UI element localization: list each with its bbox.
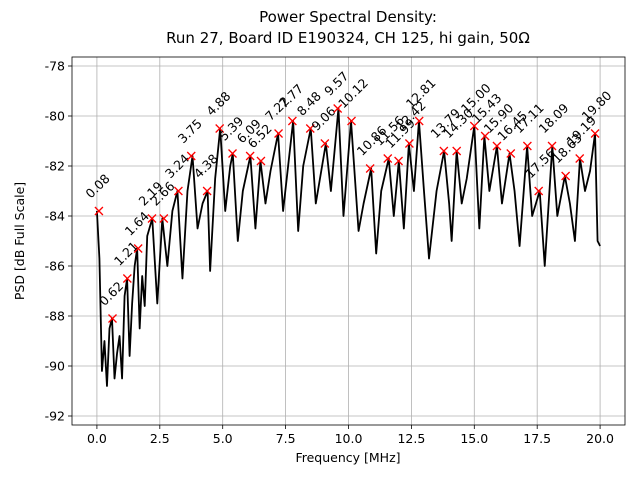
peak-marker xyxy=(404,139,414,148)
peak-marker xyxy=(347,116,356,126)
peak-marker xyxy=(333,104,343,113)
y-tick-label: -82 xyxy=(45,159,65,174)
peak-marker xyxy=(108,314,117,323)
peak-marker xyxy=(186,151,196,161)
x-tick-label: 12.5 xyxy=(397,431,425,446)
peak-marker xyxy=(414,116,424,126)
peak-marker xyxy=(147,214,157,223)
peak-label: 3.75 xyxy=(175,116,205,146)
chart-subtitle: Run 27, Board ID E190324, CH 125, hi gai… xyxy=(166,29,530,47)
peak-marker xyxy=(365,164,375,173)
peak-marker xyxy=(590,129,600,138)
x-tick-label: 0.0 xyxy=(87,431,107,446)
y-tick-label: -84 xyxy=(45,209,65,224)
peak-marker xyxy=(287,116,297,126)
peak-marker xyxy=(439,146,449,156)
peak-marker xyxy=(394,156,404,166)
y-tick-label: -88 xyxy=(45,309,65,324)
peak-marker xyxy=(133,244,143,253)
x-tick-label: 15.0 xyxy=(460,431,488,446)
y-tick-label: -80 xyxy=(45,109,65,124)
peak-marker xyxy=(256,156,266,166)
x-axis-label: Frequency [MHz] xyxy=(295,450,400,465)
y-tick-label: -86 xyxy=(45,259,65,274)
peak-marker xyxy=(94,206,104,216)
chart-title: Power Spectral Density: xyxy=(259,8,437,26)
peak-marker xyxy=(561,171,571,181)
peak-marker xyxy=(173,186,183,196)
x-tick-label: 17.5 xyxy=(523,431,551,446)
peak-marker xyxy=(245,151,255,161)
peak-marker xyxy=(506,149,516,158)
y-tick-label: -90 xyxy=(45,359,65,374)
peak-marker xyxy=(215,124,225,133)
peak-marker xyxy=(452,146,462,156)
peak-marker xyxy=(547,141,557,151)
plot-frame xyxy=(71,56,626,426)
peak-marker xyxy=(228,149,237,158)
peak-marker xyxy=(522,141,532,151)
peak-marker xyxy=(383,154,393,163)
x-tick-label: 10.0 xyxy=(335,431,363,446)
peak-label: 0.08 xyxy=(82,171,112,201)
peak-marker xyxy=(492,141,502,151)
psd-line xyxy=(96,107,601,387)
x-tick-label: 5.0 xyxy=(213,431,233,446)
peak-marker xyxy=(274,129,284,138)
peak-marker xyxy=(480,131,490,141)
peak-marker xyxy=(320,139,330,148)
peak-marker xyxy=(305,124,315,133)
peak-label: 4.88 xyxy=(203,88,233,118)
y-tick-label: -78 xyxy=(45,59,65,74)
peak-label: 1.21 xyxy=(111,238,141,268)
peak-marker xyxy=(469,121,479,131)
x-tick-label: 2.5 xyxy=(150,431,170,446)
peak-marker xyxy=(575,154,585,163)
y-tick-label: -92 xyxy=(45,409,65,424)
x-tick-label: 7.5 xyxy=(276,431,296,446)
x-tick-label: 20.0 xyxy=(586,431,614,446)
peak-label: 19.80 xyxy=(579,88,615,124)
peak-marker xyxy=(534,186,544,196)
peak-marker xyxy=(122,274,132,283)
peak-marker xyxy=(159,214,169,223)
peak-marker xyxy=(202,186,212,196)
y-axis-label: PSD [dB Full Scale] xyxy=(12,182,27,300)
